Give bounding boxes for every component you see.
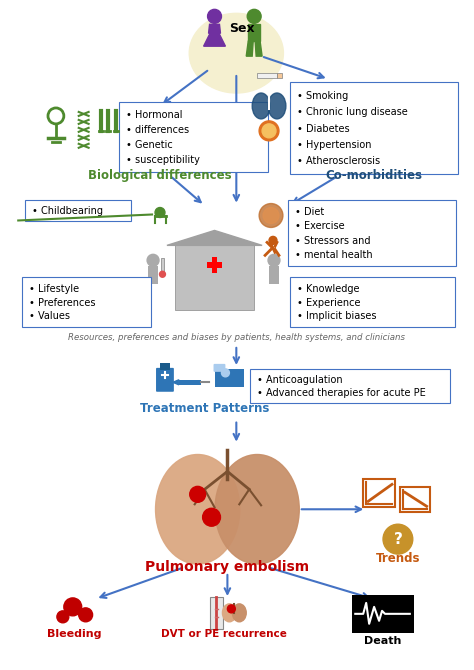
Text: • Advanced therapies for acute PE: • Advanced therapies for acute PE [257, 388, 426, 398]
Circle shape [159, 271, 165, 277]
Circle shape [190, 486, 206, 502]
Circle shape [202, 509, 220, 526]
Text: • Chronic lung disease: • Chronic lung disease [297, 107, 408, 117]
Text: • Experience: • Experience [297, 298, 360, 308]
FancyBboxPatch shape [400, 487, 429, 513]
Ellipse shape [155, 454, 240, 564]
Polygon shape [209, 24, 220, 34]
Circle shape [269, 237, 277, 245]
FancyBboxPatch shape [22, 277, 151, 327]
Text: Sex: Sex [229, 22, 255, 35]
FancyBboxPatch shape [25, 200, 131, 222]
Text: Pulmonary embolism: Pulmonary embolism [146, 560, 310, 574]
Circle shape [155, 208, 165, 218]
Text: Bleeding: Bleeding [46, 628, 101, 639]
FancyBboxPatch shape [269, 266, 279, 284]
FancyBboxPatch shape [210, 597, 223, 628]
Ellipse shape [215, 454, 299, 564]
FancyBboxPatch shape [161, 259, 164, 272]
Text: • Atherosclerosis: • Atherosclerosis [297, 156, 380, 166]
Ellipse shape [232, 604, 246, 622]
FancyBboxPatch shape [211, 257, 218, 273]
Text: • Implicit biases: • Implicit biases [297, 312, 376, 322]
Polygon shape [248, 24, 260, 42]
Text: • Anticoagulation: • Anticoagulation [257, 375, 343, 385]
Text: Death: Death [365, 636, 402, 646]
Text: • Knowledge: • Knowledge [297, 284, 359, 294]
Circle shape [79, 608, 92, 622]
Ellipse shape [222, 604, 237, 622]
Circle shape [259, 204, 283, 227]
FancyBboxPatch shape [156, 368, 174, 392]
Text: Resources, preferences and biases by patients, health systems, and clinicians: Resources, preferences and biases by pat… [68, 334, 405, 342]
Text: • Smoking: • Smoking [297, 91, 348, 101]
FancyBboxPatch shape [290, 82, 458, 174]
Circle shape [259, 121, 279, 141]
Ellipse shape [252, 93, 270, 119]
Text: Co-morbidities: Co-morbidities [326, 169, 423, 182]
Circle shape [268, 255, 280, 266]
Text: ?: ? [393, 532, 402, 547]
Polygon shape [173, 380, 179, 385]
Text: • Genetic: • Genetic [126, 140, 173, 150]
Text: Biological differences: Biological differences [88, 169, 232, 182]
Text: • Lifestyle: • Lifestyle [29, 284, 79, 294]
Text: • Exercise: • Exercise [295, 222, 345, 231]
FancyBboxPatch shape [213, 364, 226, 372]
Text: • Diabetes: • Diabetes [297, 124, 349, 134]
Text: DVT or PE recurrence: DVT or PE recurrence [162, 628, 287, 639]
Circle shape [228, 605, 235, 613]
FancyBboxPatch shape [119, 102, 268, 172]
Circle shape [263, 208, 279, 224]
FancyBboxPatch shape [179, 380, 201, 385]
Text: • Childbearing: • Childbearing [32, 206, 103, 216]
Text: • mental health: • mental health [295, 250, 373, 260]
Circle shape [383, 524, 413, 554]
Text: Trends: Trends [376, 552, 420, 565]
FancyBboxPatch shape [352, 595, 414, 632]
Text: • differences: • differences [126, 125, 190, 135]
FancyBboxPatch shape [257, 73, 277, 78]
FancyBboxPatch shape [363, 480, 395, 507]
FancyBboxPatch shape [160, 363, 170, 370]
Circle shape [247, 9, 261, 23]
FancyBboxPatch shape [148, 266, 158, 284]
Text: • Stressors and: • Stressors and [295, 236, 370, 246]
Circle shape [208, 9, 221, 23]
Ellipse shape [189, 13, 283, 93]
Text: • Hormonal: • Hormonal [126, 110, 183, 120]
FancyBboxPatch shape [288, 200, 456, 266]
Text: • Preferences: • Preferences [29, 298, 96, 308]
FancyBboxPatch shape [207, 262, 222, 268]
Text: • Hypertension: • Hypertension [297, 140, 371, 150]
Polygon shape [167, 230, 262, 245]
Text: • susceptibility: • susceptibility [126, 155, 200, 165]
Text: Treatment Patterns: Treatment Patterns [140, 402, 269, 415]
Circle shape [221, 369, 229, 377]
Polygon shape [255, 42, 262, 56]
Ellipse shape [268, 93, 286, 119]
Circle shape [262, 124, 276, 138]
FancyBboxPatch shape [250, 369, 450, 403]
FancyBboxPatch shape [175, 245, 254, 310]
Polygon shape [204, 24, 226, 46]
Text: • Diet: • Diet [295, 207, 324, 217]
Circle shape [57, 611, 69, 623]
Circle shape [64, 598, 82, 616]
FancyBboxPatch shape [290, 277, 456, 327]
Text: • Values: • Values [29, 312, 70, 322]
Circle shape [147, 255, 159, 266]
FancyBboxPatch shape [215, 369, 244, 387]
Polygon shape [246, 42, 253, 56]
FancyBboxPatch shape [277, 73, 282, 78]
